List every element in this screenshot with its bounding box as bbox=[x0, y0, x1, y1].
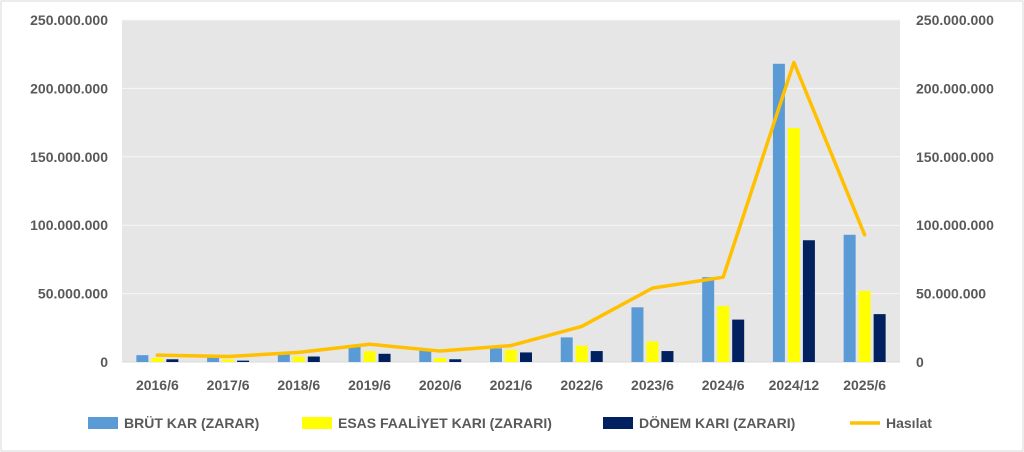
x-tick-label: 2018/6 bbox=[277, 377, 320, 393]
bar bbox=[858, 290, 871, 362]
legend-label: ESAS FAALİYET KARI (ZARARI) bbox=[338, 415, 552, 431]
bar bbox=[363, 351, 376, 362]
y-tick-label-right: 100.000.000 bbox=[916, 217, 994, 233]
x-tick-label: 2025/6 bbox=[843, 377, 886, 393]
y-tick-label-right: 50.000.000 bbox=[916, 286, 986, 302]
y-tick-label-left: 250.000.000 bbox=[30, 12, 108, 28]
x-tick-label: 2022/6 bbox=[560, 377, 603, 393]
bar bbox=[490, 348, 502, 362]
bar bbox=[207, 356, 220, 362]
y-tick-label-left: 100.000.000 bbox=[30, 217, 108, 233]
y-tick-label-left: 200.000.000 bbox=[30, 80, 108, 96]
bar bbox=[717, 305, 730, 362]
legend-swatch bbox=[302, 417, 332, 429]
bar bbox=[873, 314, 886, 362]
legend-swatch bbox=[88, 417, 118, 429]
x-tick-label: 2024/6 bbox=[702, 377, 745, 393]
y-tick-label-left: 50.000.000 bbox=[38, 286, 108, 302]
bar bbox=[590, 351, 603, 362]
bar bbox=[702, 277, 715, 362]
bar bbox=[575, 345, 588, 362]
y-tick-label-right: 0 bbox=[916, 354, 924, 370]
bar bbox=[378, 353, 391, 362]
x-tick-label: 2024/12 bbox=[769, 377, 820, 393]
legend-swatch bbox=[603, 417, 633, 429]
bar bbox=[151, 357, 164, 362]
y-tick-label-right: 150.000.000 bbox=[916, 149, 994, 165]
line-series bbox=[155, 60, 867, 359]
bar bbox=[292, 356, 305, 362]
bar bbox=[237, 360, 250, 362]
x-tick-label: 2019/6 bbox=[348, 377, 391, 393]
x-tick-label: 2023/6 bbox=[631, 377, 674, 393]
y-tick-label-left: 0 bbox=[100, 354, 108, 370]
bar bbox=[434, 357, 447, 362]
bar bbox=[277, 353, 290, 362]
bar bbox=[449, 359, 462, 362]
x-tick-label: 2021/6 bbox=[490, 377, 533, 393]
x-tick-label: 2017/6 bbox=[207, 377, 250, 393]
bar bbox=[348, 346, 361, 362]
plot-area bbox=[122, 20, 900, 362]
bar bbox=[843, 234, 856, 362]
y-tick-label-left: 150.000.000 bbox=[30, 149, 108, 165]
bar bbox=[631, 307, 644, 362]
bar bbox=[560, 337, 573, 362]
bar bbox=[520, 352, 532, 362]
bar bbox=[222, 359, 235, 362]
legend-label: Hasılat bbox=[886, 415, 932, 431]
y-tick-label-right: 200.000.000 bbox=[916, 80, 994, 96]
bar bbox=[646, 341, 659, 362]
legend-label: BRÜT KAR (ZARAR) bbox=[124, 415, 259, 431]
bar bbox=[802, 240, 815, 362]
bar bbox=[772, 63, 785, 362]
bar bbox=[787, 128, 800, 362]
bar bbox=[419, 349, 432, 362]
bar bbox=[661, 351, 674, 362]
bar bbox=[136, 355, 149, 362]
x-tick-label: 2020/6 bbox=[419, 377, 462, 393]
y-tick-label-right: 250.000.000 bbox=[916, 12, 994, 28]
bar bbox=[732, 319, 745, 362]
bar bbox=[166, 359, 179, 362]
bar bbox=[307, 356, 320, 362]
legend-label: DÖNEM KARI (ZARARI) bbox=[639, 415, 795, 431]
bar bbox=[505, 349, 517, 362]
x-tick-label: 2016/6 bbox=[136, 377, 179, 393]
